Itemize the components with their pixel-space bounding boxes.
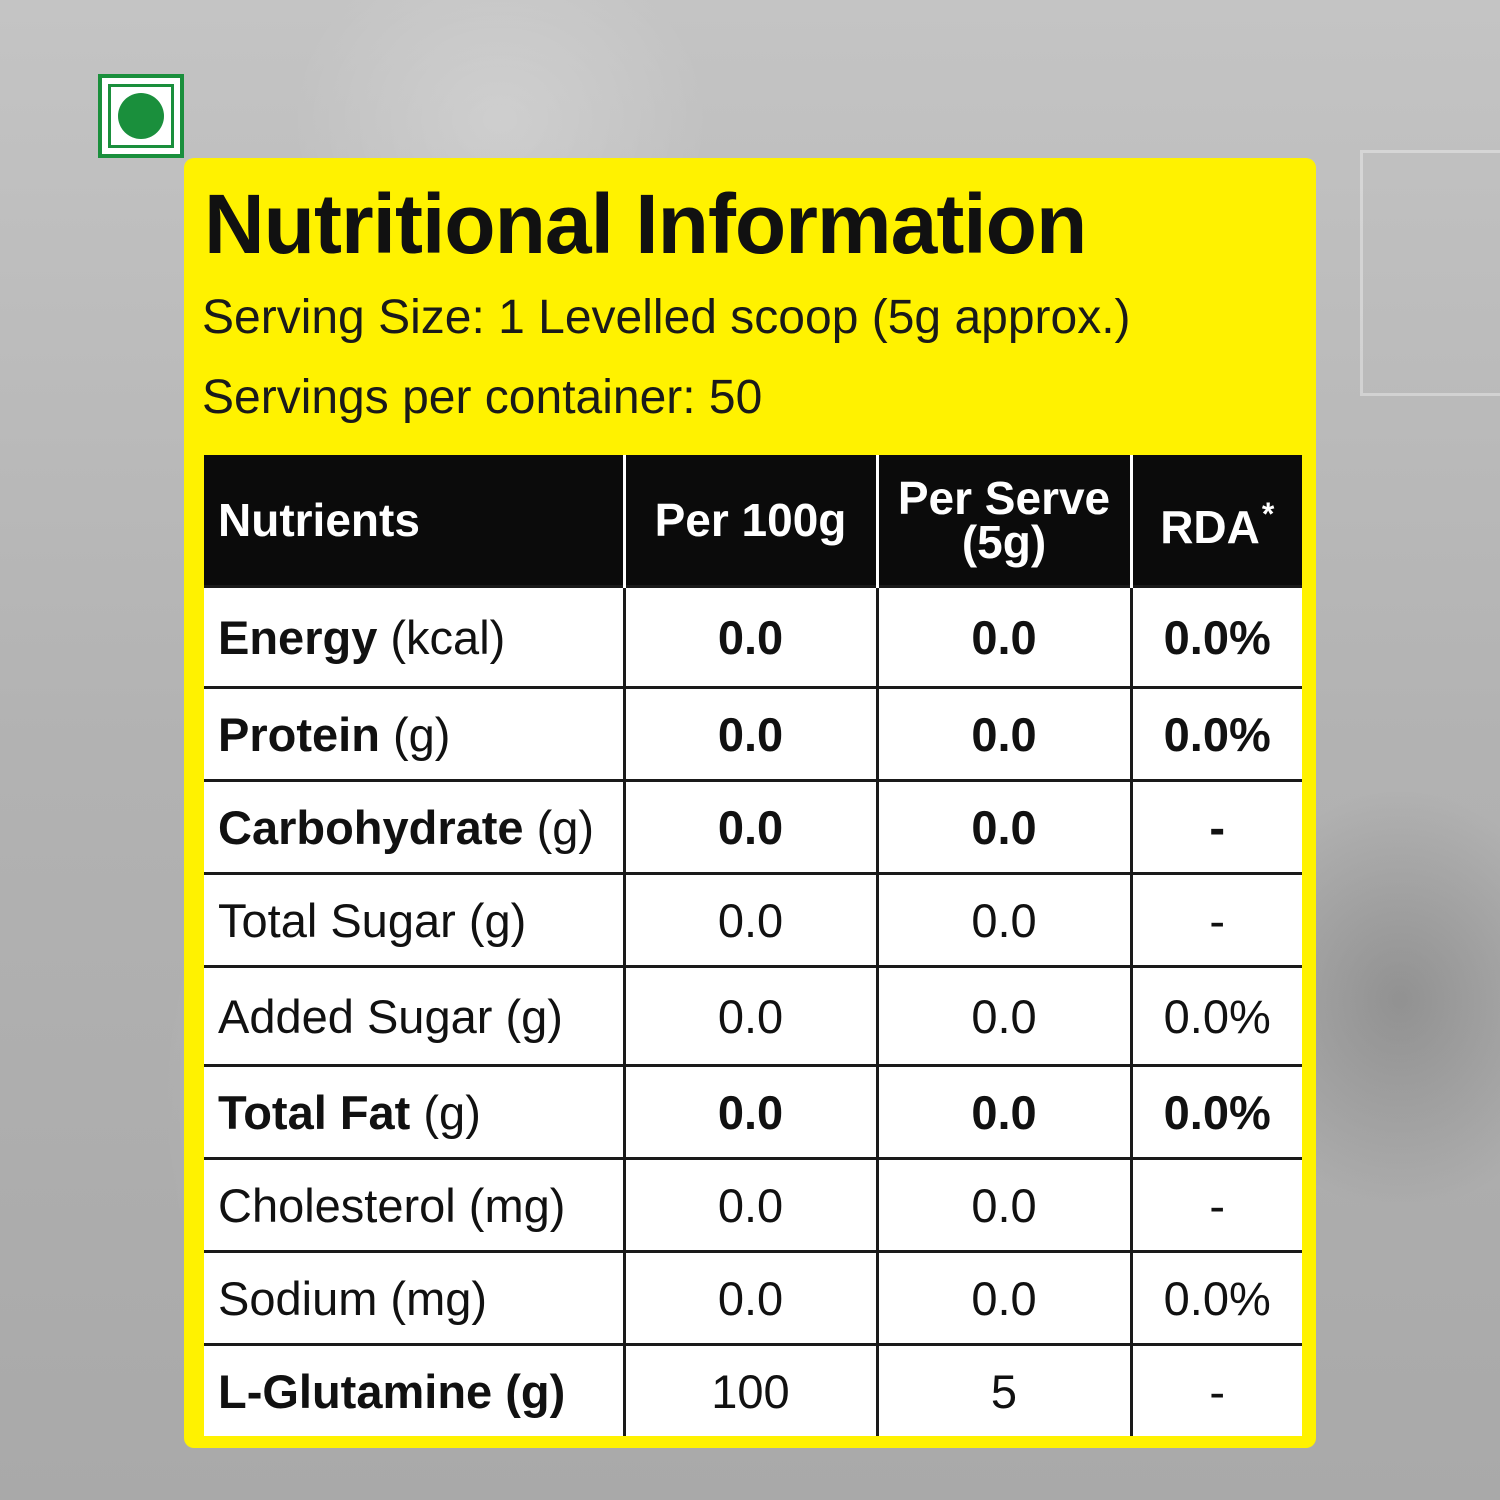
per-100g-value: 0.0 xyxy=(622,779,877,874)
per-100g-value: 0.0 xyxy=(622,686,877,781)
header-per-serve: Per Serve (5g) xyxy=(875,455,1131,587)
per-serve-value: 0.0 xyxy=(875,872,1131,967)
table-row: Cholesterol (mg) 0.0 0.0 - xyxy=(204,1157,1302,1252)
nutrient-name: Protein (g) xyxy=(204,686,624,781)
rda-value: - xyxy=(1129,1343,1302,1436)
panel-title: Nutritional Information xyxy=(204,177,1087,271)
nutrient-name: Carbohydrate (g) xyxy=(204,779,624,874)
nutrient-name: Total Fat (g) xyxy=(204,1064,624,1159)
table-row: Energy (kcal) 0.0 0.0 0.0% xyxy=(204,585,1302,688)
header-rda-label: RDA xyxy=(1160,500,1260,553)
per-100g-value: 0.0 xyxy=(622,965,877,1066)
table-row: Total Sugar (g) 0.0 0.0 - xyxy=(204,872,1302,967)
table-row: Added Sugar (g) 0.0 0.0 0.0% xyxy=(204,965,1302,1066)
per-serve-value: 5 xyxy=(875,1343,1131,1436)
per-serve-value: 0.0 xyxy=(875,1157,1131,1252)
rda-value: 0.0% xyxy=(1129,1250,1302,1345)
nutrition-panel: Nutritional Information Serving Size: 1 … xyxy=(184,158,1316,1448)
nutrient-name: L-Glutamine (g) xyxy=(204,1343,624,1436)
header-per-serve-line1: Per Serve xyxy=(897,472,1111,524)
header-nutrients: Nutrients xyxy=(204,455,624,587)
table-row: Carbohydrate (g) 0.0 0.0 - xyxy=(204,779,1302,874)
table-row: L-Glutamine (g) 100 5 - xyxy=(204,1343,1302,1436)
header-rda-asterisk: * xyxy=(1261,495,1275,532)
rda-value: - xyxy=(1129,1157,1302,1252)
per-serve-value: 0.0 xyxy=(875,965,1131,1066)
table-row: Sodium (mg) 0.0 0.0 0.0% xyxy=(204,1250,1302,1345)
rda-value: 0.0% xyxy=(1129,585,1302,688)
nutrient-name: Cholesterol (mg) xyxy=(204,1157,624,1252)
background-decoration xyxy=(1360,150,1500,396)
per-serve-value: 0.0 xyxy=(875,686,1131,781)
table-header-row: Nutrients Per 100g Per Serve (5g) RDA* xyxy=(204,455,1302,587)
rda-value: - xyxy=(1129,872,1302,967)
per-100g-value: 0.0 xyxy=(622,1250,877,1345)
per-serve-value: 0.0 xyxy=(875,585,1131,688)
per-100g-value: 0.0 xyxy=(622,585,877,688)
table-row: Total Fat (g) 0.0 0.0 0.0% xyxy=(204,1064,1302,1159)
per-100g-value: 0.0 xyxy=(622,1157,877,1252)
per-100g-value: 0.0 xyxy=(622,1064,877,1159)
vegetarian-mark-frame xyxy=(108,84,174,148)
header-per-100g: Per 100g xyxy=(622,455,877,587)
header-rda: RDA* xyxy=(1129,455,1302,587)
nutrient-name: Added Sugar (g) xyxy=(204,965,624,1066)
per-100g-value: 0.0 xyxy=(622,872,877,967)
servings-per-container: Servings per container: 50 xyxy=(202,371,763,424)
nutrition-table: Nutrients Per 100g Per Serve (5g) RDA* E… xyxy=(204,455,1302,1436)
nutrient-name: Sodium (mg) xyxy=(204,1250,624,1345)
nutrient-name: Energy (kcal) xyxy=(204,585,624,688)
table-row: Protein (g) 0.0 0.0 0.0% xyxy=(204,686,1302,781)
per-serve-value: 0.0 xyxy=(875,1064,1131,1159)
per-serve-value: 0.0 xyxy=(875,1250,1131,1345)
per-100g-value: 100 xyxy=(622,1343,877,1436)
header-per-serve-line2: (5g) xyxy=(961,516,1047,568)
rda-value: - xyxy=(1129,779,1302,874)
per-serve-value: 0.0 xyxy=(875,779,1131,874)
rda-value: 0.0% xyxy=(1129,965,1302,1066)
serving-size: Serving Size: 1 Levelled scoop (5g appro… xyxy=(202,291,1131,344)
rda-value: 0.0% xyxy=(1129,686,1302,781)
rda-value: 0.0% xyxy=(1129,1064,1302,1159)
vegetarian-mark-icon xyxy=(98,74,184,158)
nutrient-name: Total Sugar (g) xyxy=(204,872,624,967)
vegetarian-mark-dot xyxy=(118,93,164,139)
